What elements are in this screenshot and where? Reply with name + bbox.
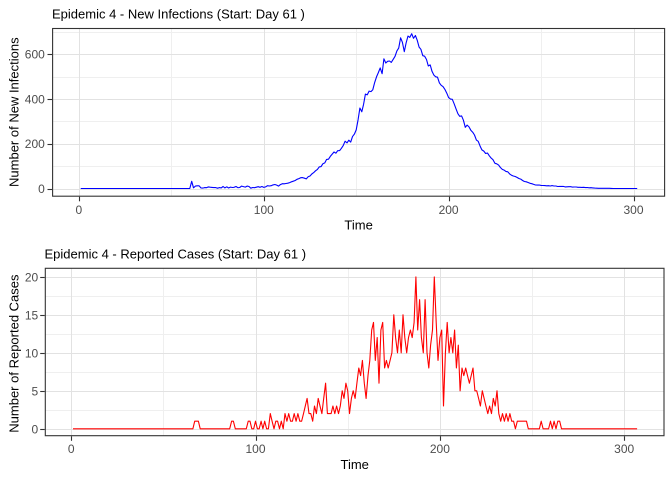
svg-text:Epidemic 4 - New Infections (S: Epidemic 4 - New Infections (Start: Day …: [52, 6, 305, 21]
svg-text:0: 0: [32, 422, 39, 436]
svg-text:Epidemic 4 - Reported Cases (S: Epidemic 4 - Reported Cases (Start: Day …: [45, 247, 307, 262]
svg-text:100: 100: [245, 442, 265, 456]
svg-text:Number of New Infections: Number of New Infections: [7, 37, 22, 187]
svg-text:100: 100: [254, 203, 274, 217]
svg-text:5: 5: [32, 384, 39, 398]
svg-text:Time: Time: [344, 217, 372, 232]
svg-text:300: 300: [614, 442, 634, 456]
svg-text:20: 20: [25, 270, 39, 284]
svg-text:600: 600: [25, 48, 45, 62]
svg-text:15: 15: [25, 308, 39, 322]
svg-text:Number of Reported Cases: Number of Reported Cases: [7, 274, 22, 433]
svg-text:0: 0: [76, 203, 83, 217]
svg-text:300: 300: [623, 203, 643, 217]
svg-text:Time: Time: [340, 457, 368, 472]
svg-text:200: 200: [439, 203, 459, 217]
svg-text:400: 400: [25, 92, 45, 106]
svg-text:200: 200: [430, 442, 450, 456]
svg-text:0: 0: [38, 182, 45, 196]
svg-text:10: 10: [25, 346, 39, 360]
svg-text:0: 0: [68, 442, 75, 456]
svg-text:200: 200: [25, 137, 45, 151]
